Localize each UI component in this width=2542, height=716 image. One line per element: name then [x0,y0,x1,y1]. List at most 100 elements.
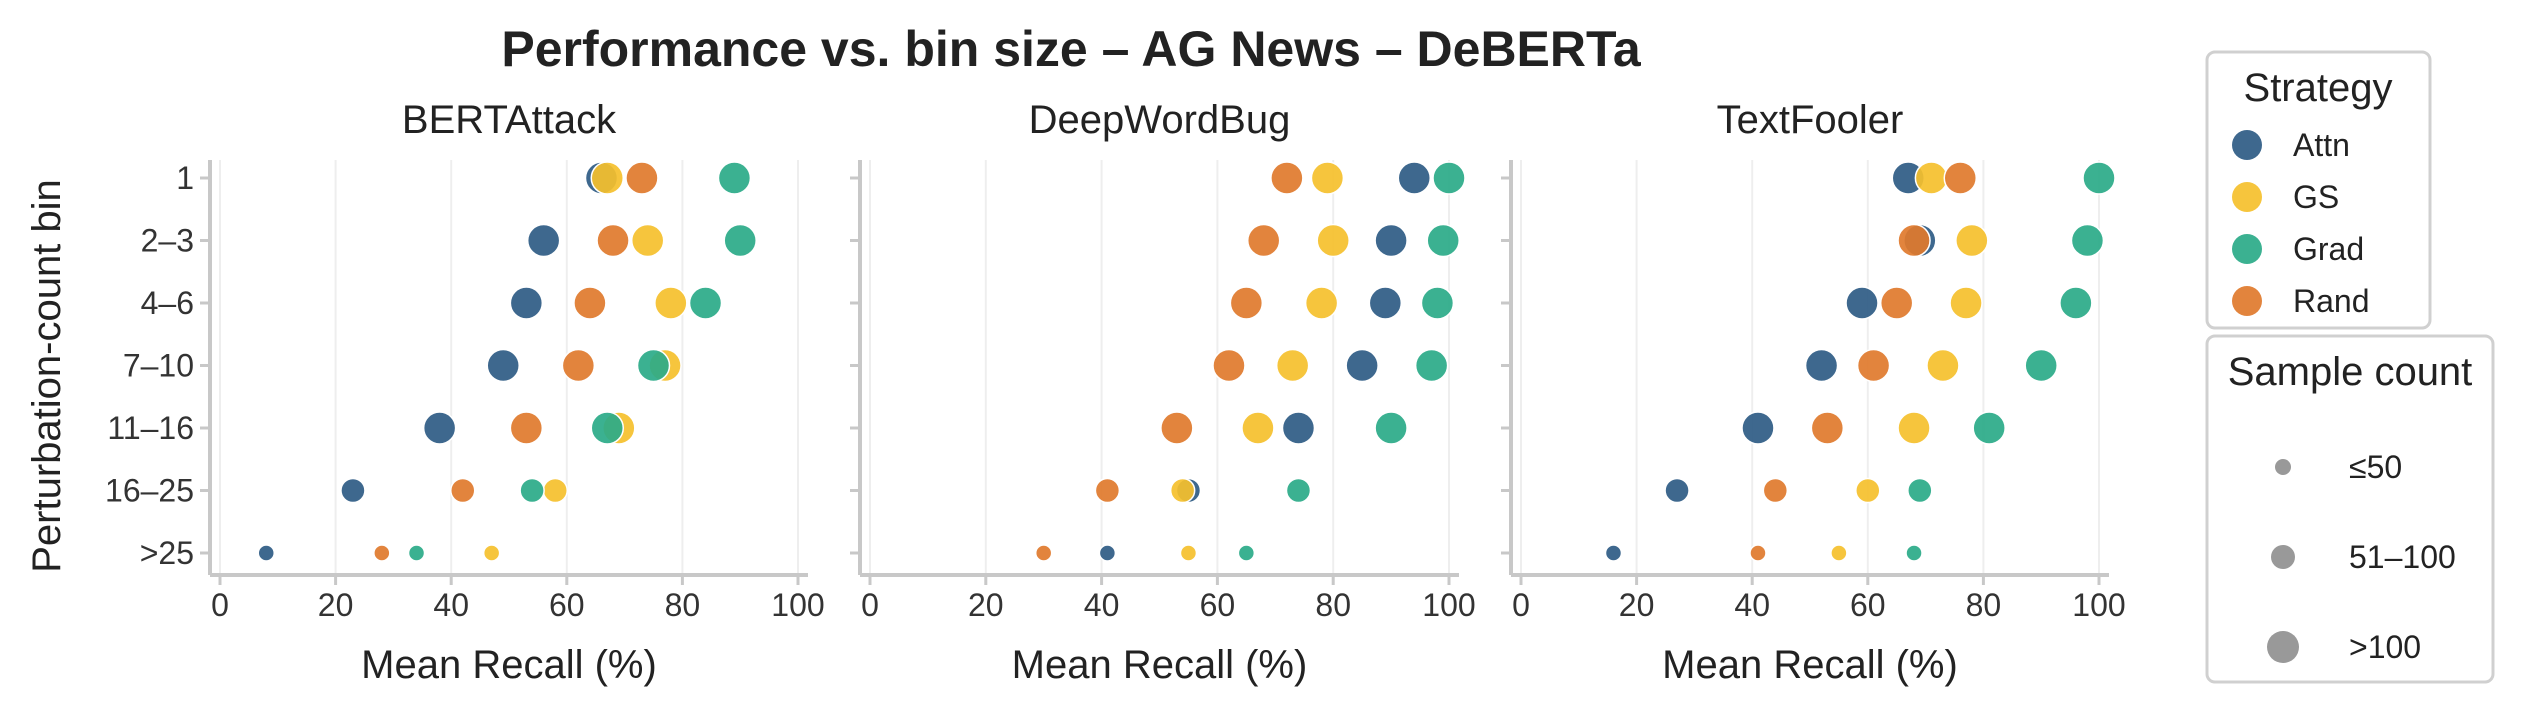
y-tick-label: 4–6 [141,285,194,321]
chart-title: Performance vs. bin size – AG News – DeB… [501,21,1641,77]
point-grad [1420,286,1455,320]
point-grad [1237,544,1256,562]
x-tick-label: 0 [211,587,229,623]
point-rand [561,348,596,383]
point-rand [1762,477,1789,504]
x-tick-label: 80 [1966,587,2002,623]
point-grad [1432,161,1466,195]
legend-label-gs: GS [2293,179,2339,215]
size-legend-label: >100 [2349,629,2421,665]
legend-label-grad: Grad [2293,231,2364,267]
point-gs [630,223,665,258]
point-gs [1179,544,1198,562]
point-grad [717,161,752,195]
x-tick-label: 60 [1850,587,1886,623]
size-legend-box [2205,334,2495,684]
x-tick-label: 80 [665,587,701,623]
point-grad [636,348,671,383]
point-attn [340,477,366,504]
point-attn [1098,544,1117,562]
x-tick-label: 20 [318,587,354,623]
point-gs [1897,411,1931,445]
point-rand [1229,286,1264,320]
point-attn [1345,348,1379,383]
point-rand [1749,544,1767,562]
point-grad [1285,477,1312,504]
size-legend: Sample count ≤50 51–100 >100 [2205,334,2495,684]
x-tick-label: 0 [861,587,879,623]
size-legend-marker [2271,545,2295,569]
panel-bertattack: BERTAttack 0 20 40 60 80 100 1 2–3 4–6 7–10 11–16 16… [105,98,825,687]
point-attn [1664,477,1690,504]
point-grad [723,223,757,258]
panel-title: BERTAttack [402,98,617,142]
point-rand [573,286,607,320]
x-axis-label: Mean Recall (%) [361,643,657,687]
legend-marker-rand [2232,286,2262,316]
size-legend-label: ≤50 [2349,449,2402,485]
point-attn [1845,286,1879,320]
point-grad [1414,348,1449,383]
legend-label-rand: Rand [2293,283,2370,319]
point-grad [1374,411,1408,445]
point-grad [407,544,426,562]
point-attn [1374,223,1408,258]
x-tick-label: 60 [549,587,585,623]
point-gs [654,286,688,320]
y-tick-label: 11–16 [107,410,194,446]
y-axis-label: Perturbation-count bin [25,179,69,573]
point-attn [1604,544,1623,562]
x-tick-label: 40 [1734,587,1770,623]
point-grad [1905,544,1923,562]
point-grad [590,411,625,445]
point-gs [1275,348,1310,383]
point-grad [2070,223,2105,258]
point-attn [257,544,275,562]
point-rand [450,477,476,504]
x-tick-label: 100 [1422,587,1475,623]
point-grad [2059,286,2093,320]
point-attn [1281,411,1316,445]
point-rand [1246,223,1281,258]
x-tick-label: 100 [771,587,824,623]
size-legend-title: Sample count [2228,350,2473,394]
point-gs [1169,477,1196,504]
size-legend-label: 51–100 [2349,539,2456,575]
point-rand [1856,348,1891,383]
point-gs [590,161,625,195]
x-tick-label: 20 [1619,587,1655,623]
x-axis-label: Mean Recall (%) [1662,643,1958,687]
point-grad [2024,348,2058,383]
panel-title: DeepWordBug [1029,98,1291,142]
x-tick-label: 60 [1200,587,1236,623]
x-axis-label: Mean Recall (%) [1012,643,1308,687]
point-attn [486,348,520,383]
point-gs [1241,411,1275,445]
legend-marker-grad [2232,234,2262,264]
point-rand [1943,161,1978,195]
point-gs [1310,161,1345,195]
strategy-legend: Strategy Attn GS Grad Rand [2205,50,2432,330]
point-attn [1397,161,1432,195]
y-tick-label: >25 [140,535,194,571]
point-gs [1316,223,1350,258]
point-rand [1094,477,1121,504]
point-attn [526,223,561,258]
x-tick-label: 40 [1084,587,1120,623]
point-gs [1926,348,1960,383]
strategy-legend-title: Strategy [2244,66,2393,110]
point-gs [482,544,501,562]
point-attn [1741,411,1775,445]
point-rand [1897,223,1931,258]
point-rand [373,544,391,562]
y-tick-label: 7–10 [123,348,194,384]
point-attn [1368,286,1403,320]
point-gs [1855,477,1881,504]
point-gs [1955,223,1989,258]
legend-marker-attn [2232,130,2262,160]
size-legend-marker [2275,459,2291,475]
point-gs [542,477,568,504]
point-attn [422,411,457,445]
y-tick-label: 2–3 [141,223,194,259]
